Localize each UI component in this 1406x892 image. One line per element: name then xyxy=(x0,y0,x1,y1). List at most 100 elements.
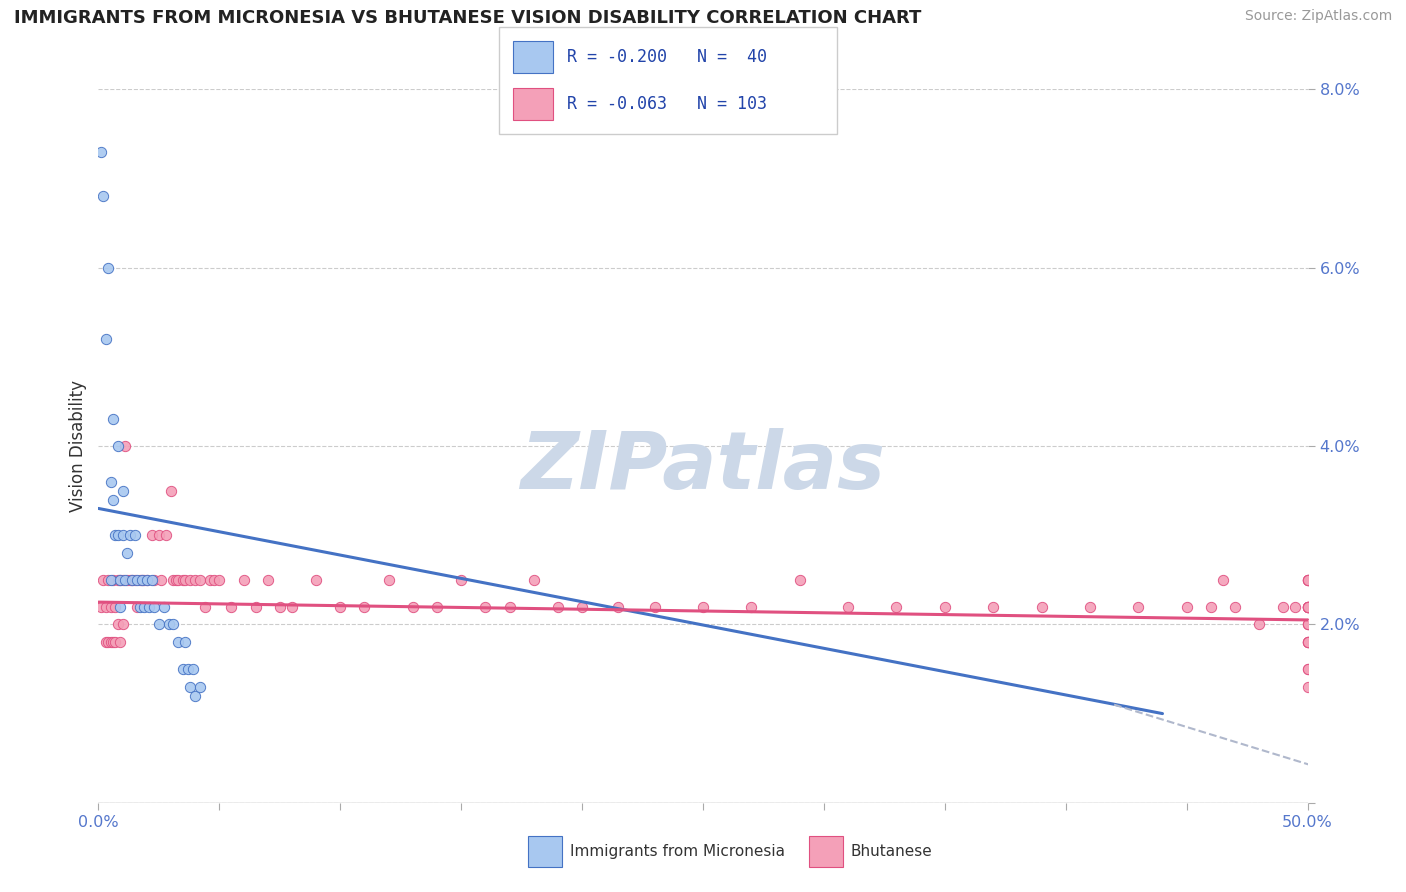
Text: ZIPatlas: ZIPatlas xyxy=(520,428,886,507)
Point xyxy=(179,680,201,694)
Point xyxy=(269,599,291,614)
Point xyxy=(100,573,122,587)
Point xyxy=(1296,662,1319,676)
Point xyxy=(571,599,593,614)
Point xyxy=(124,528,146,542)
Point xyxy=(111,617,134,632)
Point xyxy=(134,599,156,614)
Point xyxy=(1175,599,1198,614)
Point xyxy=(1078,599,1101,614)
Point xyxy=(1296,635,1319,649)
Point xyxy=(1296,617,1319,632)
Point xyxy=(121,573,143,587)
Point xyxy=(100,599,122,614)
Point xyxy=(148,617,170,632)
Point xyxy=(692,599,714,614)
Point xyxy=(1199,599,1222,614)
Point xyxy=(1249,617,1271,632)
Point xyxy=(644,599,666,614)
Bar xyxy=(513,87,553,120)
Point xyxy=(138,599,160,614)
Point xyxy=(232,573,254,587)
Point xyxy=(141,573,163,587)
Point xyxy=(1284,599,1306,614)
Point xyxy=(128,599,150,614)
Point xyxy=(198,573,221,587)
Point xyxy=(188,680,211,694)
Point xyxy=(172,573,194,587)
Point xyxy=(104,599,127,614)
Point xyxy=(1296,635,1319,649)
Point xyxy=(208,573,231,587)
Point xyxy=(245,599,267,614)
Point xyxy=(353,599,375,614)
Y-axis label: Vision Disability: Vision Disability xyxy=(69,380,87,512)
Point xyxy=(1296,599,1319,614)
Point xyxy=(108,635,131,649)
Point xyxy=(1296,635,1319,649)
Point xyxy=(97,635,120,649)
Point xyxy=(740,599,762,614)
Point xyxy=(167,573,190,587)
Text: Bhutanese: Bhutanese xyxy=(851,845,932,859)
Point xyxy=(101,492,124,507)
Point xyxy=(131,573,153,587)
Point xyxy=(135,573,157,587)
Point xyxy=(1272,599,1295,614)
Point xyxy=(100,475,122,489)
Point xyxy=(934,599,956,614)
Text: Source: ZipAtlas.com: Source: ZipAtlas.com xyxy=(1244,9,1392,23)
Point xyxy=(837,599,859,614)
Point xyxy=(523,573,546,587)
Point xyxy=(128,573,150,587)
Point xyxy=(157,617,180,632)
Point xyxy=(1296,573,1319,587)
Point xyxy=(547,599,569,614)
Point xyxy=(1296,573,1319,587)
Point xyxy=(127,573,149,587)
Point xyxy=(118,528,141,542)
Point xyxy=(135,573,157,587)
Point xyxy=(1296,573,1319,587)
Point xyxy=(101,412,124,426)
Point xyxy=(114,573,136,587)
Point xyxy=(134,573,156,587)
Point xyxy=(426,599,449,614)
Point xyxy=(108,573,131,587)
Point xyxy=(1296,635,1319,649)
Point xyxy=(101,573,124,587)
Point xyxy=(107,573,129,587)
Point xyxy=(108,573,131,587)
Point xyxy=(256,573,278,587)
Point xyxy=(174,573,197,587)
Point xyxy=(377,573,399,587)
Point xyxy=(177,662,200,676)
Point xyxy=(117,573,139,587)
Point xyxy=(127,599,149,614)
Point xyxy=(1296,599,1319,614)
Point xyxy=(141,528,163,542)
Point xyxy=(1296,617,1319,632)
Point xyxy=(1296,573,1319,587)
Point xyxy=(107,439,129,453)
Point xyxy=(1296,599,1319,614)
Point xyxy=(121,573,143,587)
Point xyxy=(329,599,352,614)
Point xyxy=(204,573,226,587)
Point xyxy=(111,528,134,542)
Point xyxy=(607,599,630,614)
Point xyxy=(94,332,117,346)
Bar xyxy=(810,837,844,867)
Point xyxy=(91,189,114,203)
Point xyxy=(143,573,166,587)
Text: R = -0.063   N = 103: R = -0.063 N = 103 xyxy=(567,95,766,112)
Point xyxy=(108,599,131,614)
Point xyxy=(152,599,174,614)
Point xyxy=(104,635,127,649)
Point xyxy=(172,662,194,676)
Point xyxy=(100,635,122,649)
Point xyxy=(118,573,141,587)
Point xyxy=(104,528,127,542)
Bar xyxy=(513,41,553,73)
Point xyxy=(1031,599,1053,614)
